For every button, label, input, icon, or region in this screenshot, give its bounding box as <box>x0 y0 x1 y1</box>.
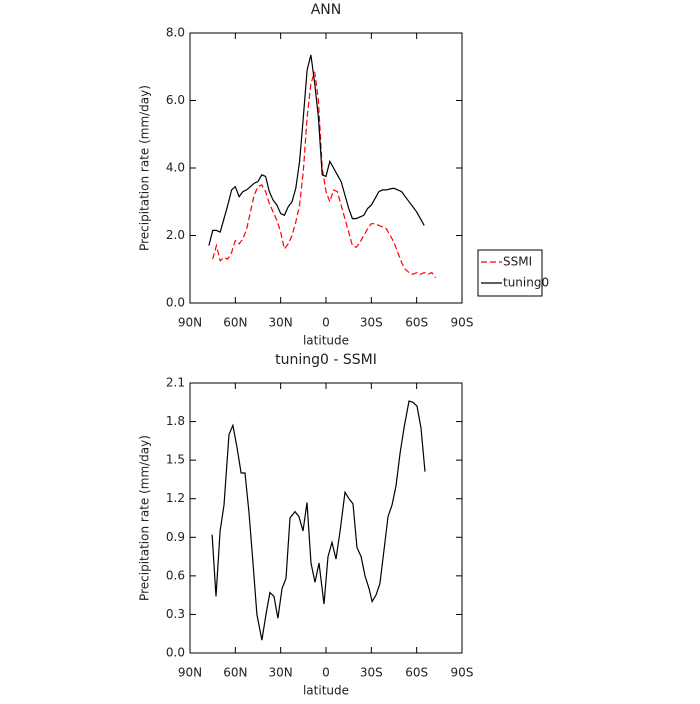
x-tick-label: 0 <box>322 666 330 680</box>
x-tick-label: 30N <box>269 666 293 680</box>
x-axis-label: latitude <box>303 334 349 348</box>
y-tick-label: 2.0 <box>166 228 185 242</box>
x-tick-label: 90S <box>451 666 474 680</box>
legend-label: tuning0 <box>503 276 549 290</box>
x-tick-label: 60N <box>223 316 247 330</box>
x-tick-label: 30S <box>360 316 383 330</box>
y-tick-label: 0.0 <box>166 296 185 310</box>
legend-label: SSMI <box>503 255 532 269</box>
y-axis-label: Precipitation rate (mm/day) <box>138 85 152 251</box>
y-tick-label: 0.9 <box>166 530 185 544</box>
x-tick-label: 30N <box>269 316 293 330</box>
plot-frame <box>189 32 463 304</box>
x-tick-label: 60S <box>405 666 428 680</box>
chart-title: ANN <box>311 2 342 18</box>
y-tick-label: 1.2 <box>166 491 185 505</box>
series-line <box>208 54 425 246</box>
legend-box <box>477 249 543 297</box>
x-tick-label: 90S <box>451 316 474 330</box>
y-tick-label: 2.1 <box>166 376 185 390</box>
series-line <box>212 71 437 279</box>
x-tick-label: 60N <box>223 666 247 680</box>
y-tick-label: 4.0 <box>166 161 185 175</box>
y-tick-label: 0.3 <box>166 607 185 621</box>
y-tick-label: 8.0 <box>166 26 185 40</box>
chart-title: tuning0 - SSMI <box>275 352 377 368</box>
x-axis-label: latitude <box>303 684 349 698</box>
series-line <box>211 400 426 641</box>
y-tick-label: 1.5 <box>166 453 185 467</box>
y-tick-label: 1.8 <box>166 414 185 428</box>
plot-frame <box>189 382 463 654</box>
y-tick-label: 0.0 <box>166 646 185 660</box>
y-tick-label: 0.6 <box>166 568 185 582</box>
y-tick-label: 6.0 <box>166 93 185 107</box>
x-tick-label: 30S <box>360 666 383 680</box>
y-axis-label: Precipitation rate (mm/day) <box>138 435 152 601</box>
x-tick-label: 90N <box>178 316 202 330</box>
x-tick-label: 90N <box>178 666 202 680</box>
x-tick-label: 0 <box>322 316 330 330</box>
x-tick-label: 60S <box>405 316 428 330</box>
